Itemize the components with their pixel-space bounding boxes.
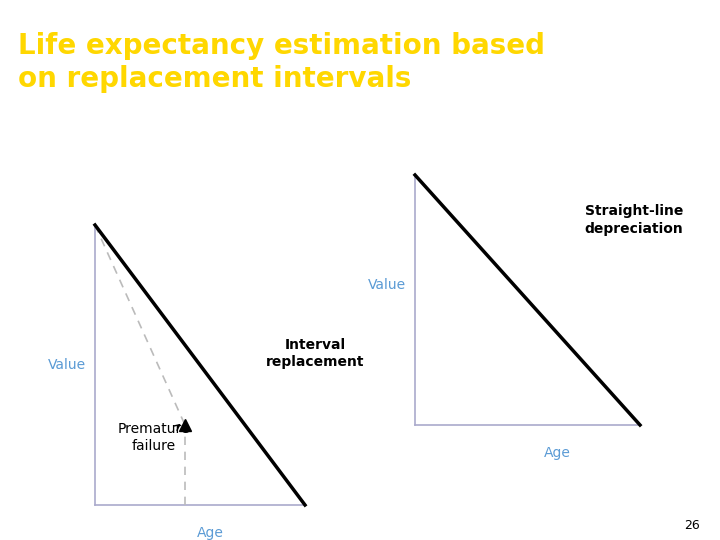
Text: Straight-line
depreciation: Straight-line depreciation <box>585 204 683 235</box>
Text: Life expectancy estimation based
on replacement intervals: Life expectancy estimation based on repl… <box>18 32 545 93</box>
Text: Value: Value <box>48 358 86 372</box>
Text: Interval
replacement: Interval replacement <box>266 338 364 369</box>
Text: Value: Value <box>368 278 406 292</box>
Text: Age: Age <box>197 526 223 540</box>
Text: Premature
failure: Premature failure <box>117 422 190 454</box>
Text: 26: 26 <box>684 519 700 532</box>
Text: Age: Age <box>544 446 571 460</box>
